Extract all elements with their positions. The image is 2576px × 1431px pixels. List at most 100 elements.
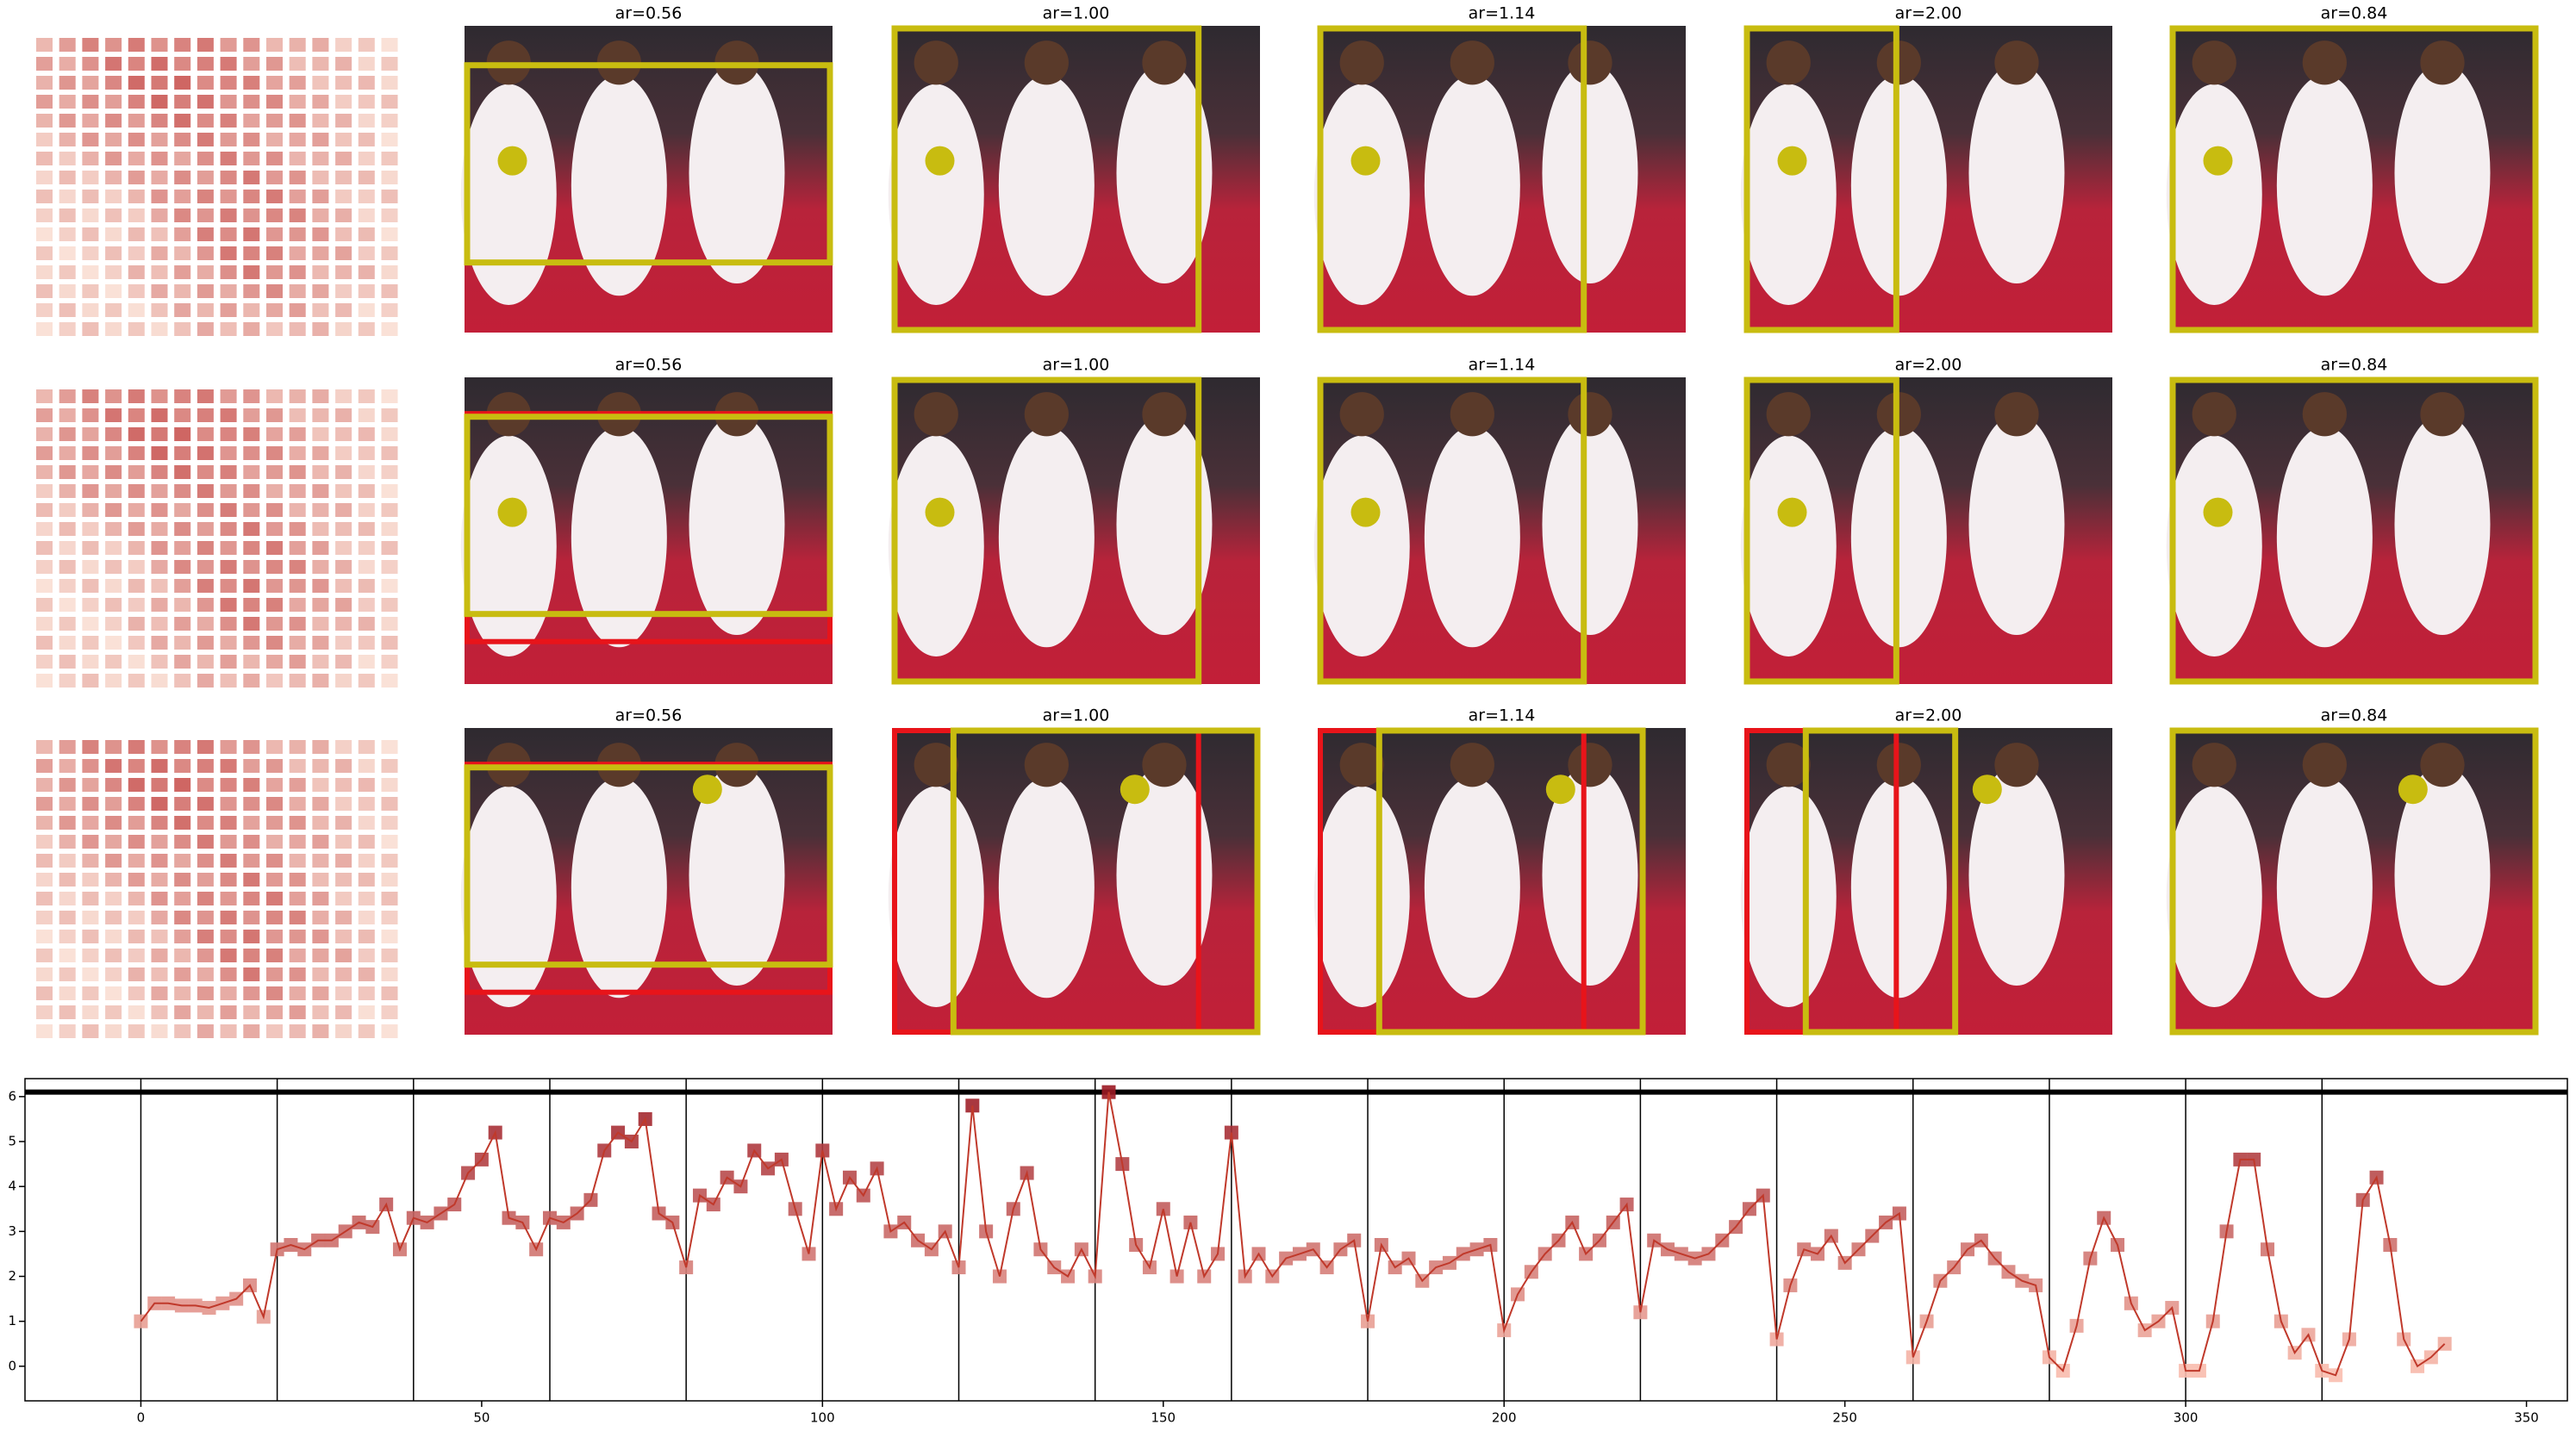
heatmap-cell (174, 541, 191, 555)
heatmap-cell (289, 303, 306, 317)
marker (134, 1314, 148, 1328)
head (1339, 392, 1384, 437)
heatmap-cell (358, 95, 375, 109)
x-tick-label: 150 (1151, 1410, 1176, 1426)
heatmap-cell (266, 76, 283, 90)
heatmap-cell (243, 835, 260, 849)
heatmap-cell (381, 930, 398, 943)
heatmap-cell (335, 967, 352, 981)
yellow-box (1375, 727, 1646, 1036)
heatmap-cell (266, 152, 283, 165)
heatmap-cell (128, 446, 145, 460)
heatmap-cell (220, 873, 237, 887)
heatmap-cell (151, 835, 168, 849)
heatmap-cell (59, 389, 76, 403)
heatmap-cell (128, 465, 145, 479)
head (2302, 392, 2347, 437)
heatmap-cell (59, 986, 76, 1000)
heatmap-cell (381, 38, 398, 52)
heatmap-cell (59, 484, 76, 498)
heatmap-cell (151, 759, 168, 773)
heatmap-cell (381, 265, 398, 279)
heatmap-cell (335, 133, 352, 146)
heatmap-cell (312, 522, 329, 536)
person (2166, 84, 2262, 305)
heatmap-cell (243, 446, 260, 460)
heatmap-cell (105, 152, 122, 165)
photo (460, 26, 833, 333)
plot-frame (24, 1078, 2568, 1402)
heatmap-cell (289, 911, 306, 924)
heatmap-cell (289, 967, 306, 981)
heatmap-cell (220, 408, 237, 422)
heatmap-cell (105, 655, 122, 669)
heatmap-cell (128, 873, 145, 887)
heatmap-cell (59, 95, 76, 109)
heatmap-cell (82, 911, 99, 924)
heatmap-cell (59, 522, 76, 536)
heatmap-cell (82, 284, 99, 298)
heatmap-cell (105, 617, 122, 631)
yellow-dot (497, 497, 527, 527)
heatmap-cell (266, 38, 283, 52)
heatmap-cell (381, 503, 398, 517)
heatmap-cell (266, 322, 283, 336)
heatmap-cell (266, 598, 283, 612)
person (1313, 84, 1410, 305)
person (460, 786, 557, 1007)
yellow-box (950, 727, 1261, 1036)
heatmap-cell (335, 446, 352, 460)
heatmap-cell (220, 674, 237, 688)
heatmap-cell (105, 930, 122, 943)
head (1994, 743, 2039, 787)
heatmap-cell (335, 227, 352, 241)
heatmap-cell (289, 76, 306, 90)
heatmap-cell (358, 579, 375, 593)
heatmap-cell (59, 76, 76, 90)
head (1142, 743, 1187, 787)
heatmap-cell (266, 541, 283, 555)
heatmap-cell (82, 986, 99, 1000)
heatmap-cell (105, 38, 122, 52)
heatmap-cell (59, 892, 76, 905)
heatmap-cell (174, 76, 191, 90)
y-tick-label: 2 (8, 1268, 16, 1284)
heatmap-cell (266, 579, 283, 593)
yellow-dot (1120, 775, 1150, 805)
heatmap-cell (151, 303, 168, 317)
heatmap-cell (128, 133, 145, 146)
heatmap-cell (82, 854, 99, 868)
heatmap-cell (266, 503, 283, 517)
heatmap-cell (358, 114, 375, 128)
heatmap-cell (312, 930, 329, 943)
heatmap-cell (266, 892, 283, 905)
heatmap-cell (243, 854, 260, 868)
heatmap-cell (220, 967, 237, 981)
heatmap-cell (266, 617, 283, 631)
heatmap-cell (151, 171, 168, 184)
heatmap-cell (312, 816, 329, 830)
heatmap-cell (381, 246, 398, 260)
heatmap-cell (105, 322, 122, 336)
yellow-dot (925, 146, 955, 176)
head (1766, 743, 1811, 787)
heatmap-cell (82, 873, 99, 887)
heatmap-cell (243, 967, 260, 981)
heatmap-cell (59, 446, 76, 460)
heatmap-cell (36, 1005, 53, 1019)
yellow-dot (497, 146, 527, 176)
heatmap-cell (59, 1005, 76, 1019)
heatmap-cell (243, 598, 260, 612)
person (460, 84, 557, 305)
heatmap-cell (151, 986, 168, 1000)
heatmap-cell (381, 389, 398, 403)
heatmap-cell (128, 408, 145, 422)
heatmap-cell (151, 427, 168, 441)
heatmap-cell (196, 740, 214, 754)
heatmap-cell (358, 227, 375, 241)
heatmap-cell (36, 930, 53, 943)
heatmap-cell (358, 408, 375, 422)
yellow-dot (2203, 497, 2233, 527)
heatmap-cell (196, 911, 214, 924)
heatmap-cell (174, 930, 191, 943)
